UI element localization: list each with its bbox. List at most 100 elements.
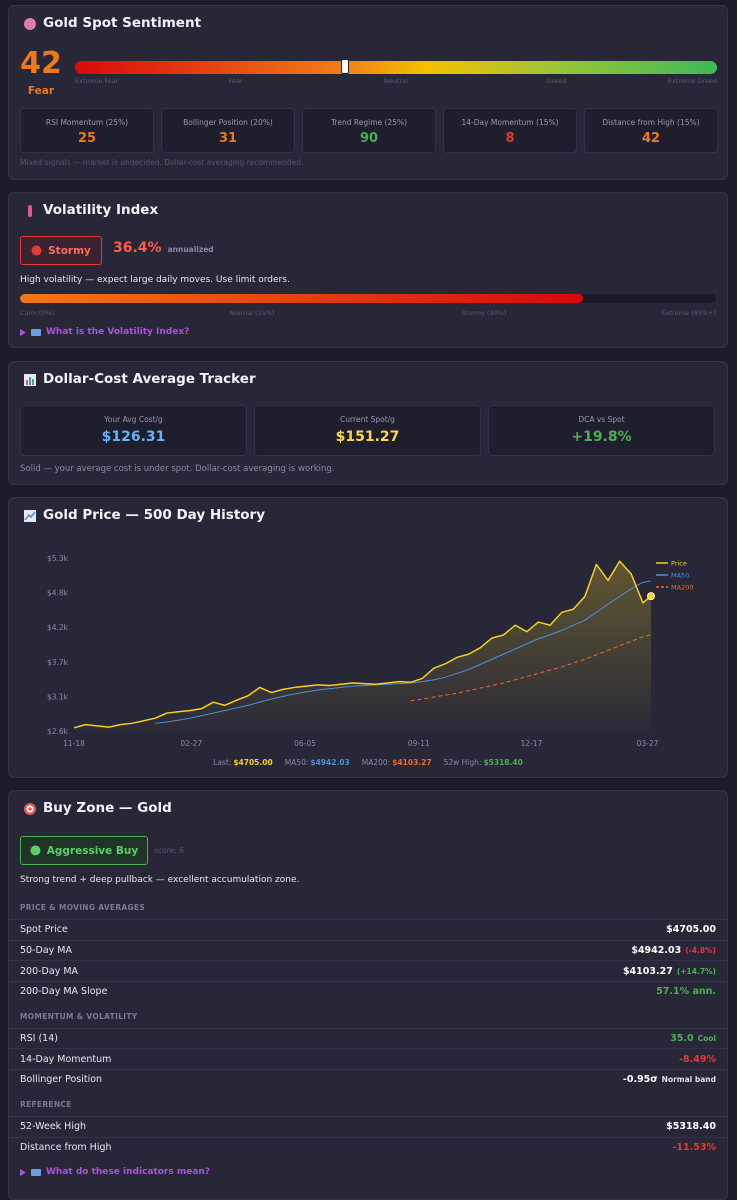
component-value: 90 [359,131,379,146]
dca-card: Current Spot/g $151.27 [254,405,481,456]
gauge-bar [75,59,717,74]
dca-cards: Your Avg Cost/g $126.31 Current Spot/g $151… [20,405,717,456]
x-tick-label: 02-27 [180,739,202,748]
row-label: RSI (14) [20,1033,58,1045]
section: REFERENCE 52-Week High $5318.40 Distance fr… [9,1094,727,1157]
row-value: -11.53% [672,1141,716,1153]
y-tick-label: $5.3k [47,554,69,563]
component-card: Trend Regime (25%) 90 [302,108,436,153]
row-label: Bollinger Position [20,1074,103,1086]
row-label: 200-Day MA [20,965,79,977]
vol-unit: annualized [167,245,214,254]
dca-card: Dollar-Cost Average Tracker Your Avg Cos… [8,361,728,485]
row-note: Normal band [661,1075,716,1085]
row-label: 14-Day Momentum [20,1053,112,1065]
component-label: Trend Regime (25%) [330,118,408,127]
buyzone-card: Buy Zone — Gold Aggressive Buy score: 6 … [8,790,728,1200]
indicator-row: 50-Day MA $4942.03 (-4.8%) [9,939,727,961]
chart-card: Gold Price — 500 Day History $2.6k $3.1k $… [8,497,728,778]
dca-value: $126.31 [101,429,166,445]
description: High volatility — expect large daily mov… [20,275,290,285]
legend-label: MA50 [671,572,689,580]
indicator-row: Bollinger Position -0.95σ Normal band [9,1069,727,1090]
badge: Stormy [20,236,102,265]
stat: MA50: $4942.03 [285,758,350,767]
row-label: Spot Price [20,924,68,936]
component-value: 25 [77,131,97,146]
badge-text: Aggressive Buy [46,844,139,857]
scale-label: Extreme (45%+) [661,309,716,317]
y-tick-label: $4.8k [47,589,69,598]
scale-label: Stormy (30%) [461,309,507,317]
x-tick-label: 06-05 [294,739,316,748]
legend-label: MA200 [671,584,693,592]
series-line [155,580,652,724]
badge-text: Stormy [48,244,91,257]
component-value: 42 [641,131,661,146]
y-tick-label: $3.7k [47,658,69,667]
card-title: Gold Spot Sentiment [43,15,202,31]
section-heading: PRICE & MOVING AVERAGES [20,903,146,912]
component-card: Distance from High (15%) 42 [584,108,718,153]
score: score: 6 [154,846,184,855]
row-value: 57.1% ann. [656,986,716,998]
stat-value: $4705.00 [233,758,273,767]
x-tick-label: 12-17 [521,739,543,748]
row-label: Distance from High [20,1141,112,1153]
vol-value: 36.4% annualized [113,240,214,256]
vol-number: 36.4% [113,240,162,256]
info-link[interactable]: What is the Volatility Index? [20,327,189,337]
dca-value: +19.8% [571,429,632,445]
chart-stats: Last: $4705.00 MA50: $4942.03 MA200: $4103.27… [9,758,727,767]
badge: Aggressive Buy [20,836,148,865]
row-note: (-4.8%) [685,946,716,956]
icon [28,205,32,217]
vol-track [20,294,716,303]
stat-value: $4942.03 [310,758,350,767]
card-title: Buy Zone — Gold [43,800,172,816]
legend-label: Price [671,560,687,568]
score: 42 [20,46,62,81]
stat: Last: $4705.00 [213,758,273,767]
info-link[interactable]: What do these indicators mean? [20,1167,210,1177]
y-tick-label: $3.1k [47,692,69,701]
component-label: Bollinger Position (20%) [183,118,273,127]
arrow [20,328,26,336]
card-title: Volatility Index [43,202,159,218]
row-value: $4705.00 [666,924,716,936]
scale-label: Greed [546,77,567,85]
chart-title: Gold Price — 500 Day History [43,507,266,523]
icon [24,18,36,30]
section-heading: REFERENCE [20,1099,72,1109]
row-label: 200-Day MA Slope [20,986,108,998]
indicator-row: RSI (14) 35.0 Cool [9,1027,727,1049]
icon [24,374,36,386]
scale-label: Calm (0%) [20,309,55,317]
card-title: Dollar-Cost Average Tracker [43,371,256,387]
icon [24,510,36,522]
stat: MA200: $4103.27 [362,758,432,767]
icon [24,803,36,815]
x-tick-label: 09-11 [408,739,430,748]
stat: 52w High: $5318.40 [444,758,523,767]
components: RSI Momentum (25%) 25 Bollinger Position (… [20,108,718,153]
component-card: Bollinger Position (20%) 31 [161,108,295,153]
note: Solid — your average cost is under spot.… [20,464,335,474]
y-tick-label: $4.2k [47,623,69,632]
stat-value: $4103.27 [392,758,432,767]
description: Strong trend + deep pullback — excellent… [20,875,300,885]
chart: $2.6k $3.1k $3.7k $4.2k $4.8k $5.3k 11-18 02-27… [47,554,694,748]
dca-label: DCA vs Spot [578,415,625,424]
scale-label: Normal (15%) [229,309,275,317]
badge-dot [30,845,41,856]
scale-label: Neutral [384,77,408,85]
last-point [647,592,655,601]
gauge-marker [340,59,349,74]
badge-dot [31,245,42,256]
scale-label: Extreme Fear [75,77,119,85]
score-label: Fear [27,85,55,97]
vol-fill [20,294,583,303]
indicator-row: Spot Price $4705.00 [9,919,727,940]
indicator-row: Distance from High -11.53% [9,1136,727,1158]
